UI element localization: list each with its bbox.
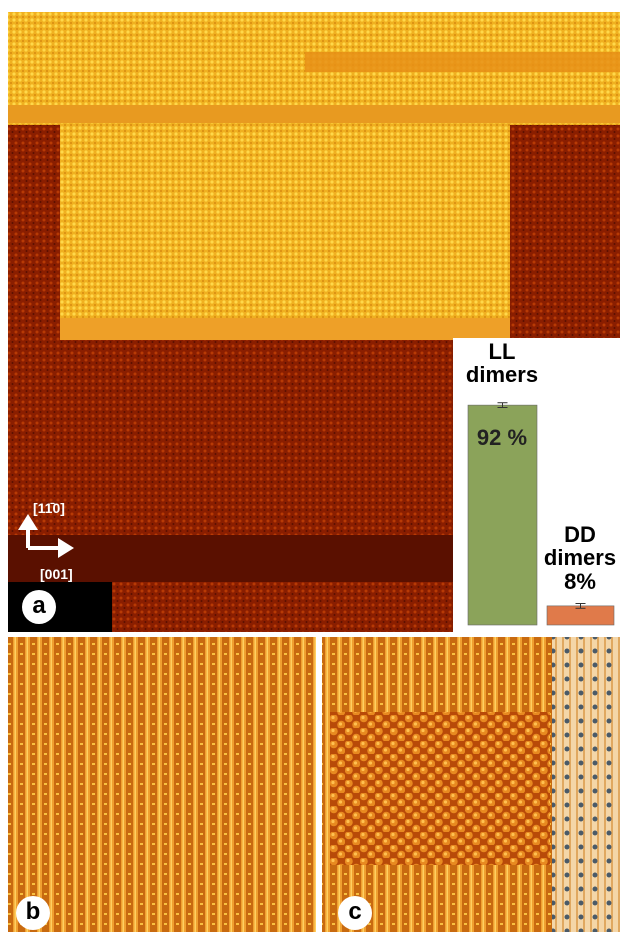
- category-label: DD dimers: [538, 523, 622, 569]
- direction-label: [001]: [40, 566, 73, 582]
- island: [60, 125, 510, 340]
- panel-b-image: [8, 637, 316, 932]
- panel-label: c: [338, 896, 372, 930]
- step: [8, 105, 620, 123]
- model-strip: [552, 637, 620, 932]
- images: [0, 0, 627, 940]
- value-label: 8%: [538, 570, 622, 593]
- value-label: 92 %: [462, 426, 542, 449]
- hex-lattice: [330, 712, 550, 865]
- panel-label: a: [22, 590, 56, 624]
- island-edge: [60, 318, 510, 340]
- direction-label: [11̄0]: [33, 500, 65, 516]
- panel-label: b: [16, 896, 50, 930]
- category-label: LL dimers: [462, 340, 542, 386]
- step: [305, 52, 620, 72]
- figure: [11̄0] [001] a b c LL dimers 92 % DD dimer…: [0, 0, 627, 940]
